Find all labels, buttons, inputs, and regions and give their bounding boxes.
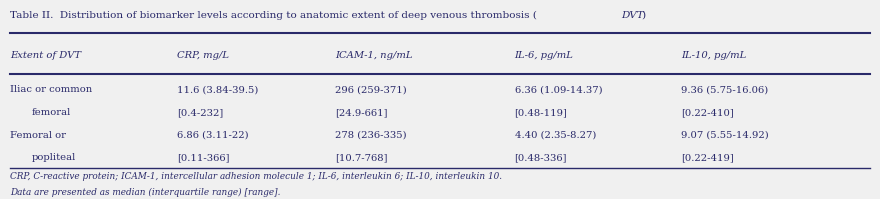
Text: 9.07 (5.55-14.92): 9.07 (5.55-14.92) (681, 131, 769, 140)
Text: [0.11-366]: [0.11-366] (177, 153, 230, 162)
Text: Iliac or common: Iliac or common (11, 85, 92, 94)
Text: popliteal: popliteal (32, 153, 77, 162)
Text: 4.40 (2.35-8.27): 4.40 (2.35-8.27) (515, 131, 596, 140)
Text: 6.36 (1.09-14.37): 6.36 (1.09-14.37) (515, 85, 602, 94)
Text: [10.7-768]: [10.7-768] (334, 153, 387, 162)
Text: femoral: femoral (32, 108, 71, 117)
Text: 278 (236-335): 278 (236-335) (334, 131, 407, 140)
Text: CRP, C-reactive protein; ICAM-1, intercellular adhesion molecule 1; IL-6, interl: CRP, C-reactive protein; ICAM-1, interce… (11, 172, 502, 181)
Text: ICAM-1, ng/mL: ICAM-1, ng/mL (334, 51, 412, 60)
Text: 11.6 (3.84-39.5): 11.6 (3.84-39.5) (177, 85, 258, 94)
Text: IL-6, pg/mL: IL-6, pg/mL (515, 51, 574, 60)
Text: [0.4-232]: [0.4-232] (177, 108, 224, 117)
Text: 9.36 (5.75-16.06): 9.36 (5.75-16.06) (681, 85, 768, 94)
Text: DVT: DVT (620, 11, 643, 20)
Text: [0.22-410]: [0.22-410] (681, 108, 734, 117)
Text: [24.9-661]: [24.9-661] (334, 108, 387, 117)
Text: Extent of DVT: Extent of DVT (11, 51, 81, 60)
Text: Femoral or: Femoral or (11, 131, 66, 140)
Text: ): ) (641, 11, 645, 20)
Text: [0.22-419]: [0.22-419] (681, 153, 734, 162)
Text: IL-10, pg/mL: IL-10, pg/mL (681, 51, 746, 60)
Text: [0.48-119]: [0.48-119] (515, 108, 568, 117)
Text: [0.48-336]: [0.48-336] (515, 153, 567, 162)
Text: 6.86 (3.11-22): 6.86 (3.11-22) (177, 131, 248, 140)
Text: CRP, mg/L: CRP, mg/L (177, 51, 229, 60)
Text: 296 (259-371): 296 (259-371) (334, 85, 407, 94)
Text: Table II.  Distribution of biomarker levels according to anatomic extent of deep: Table II. Distribution of biomarker leve… (11, 11, 537, 20)
Text: Data are presented as median (interquartile range) [range].: Data are presented as median (interquart… (11, 188, 281, 197)
